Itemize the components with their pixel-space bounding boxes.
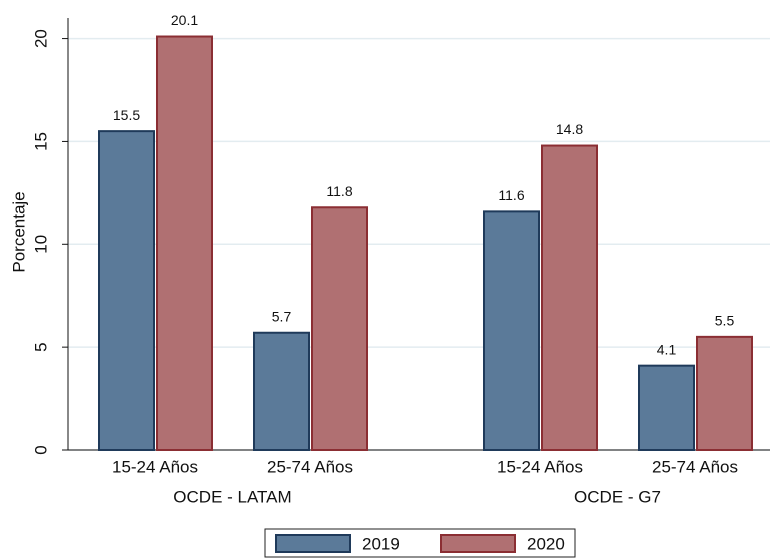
value-label: 4.1 — [657, 341, 677, 357]
value-label: 11.8 — [326, 183, 352, 199]
value-label: 20.1 — [171, 12, 198, 28]
y-axis-title: Porcentaje — [9, 191, 28, 272]
bar — [638, 364, 695, 451]
legend-swatch — [440, 534, 516, 553]
value-label: 14.8 — [556, 121, 583, 137]
group-label: OCDE - G7 — [574, 487, 661, 506]
legend-label: 2019 — [362, 534, 400, 553]
y-tick-label: 0 — [31, 445, 50, 454]
x-tick-label: 15-24 Años — [497, 457, 583, 476]
y-tick-label: 10 — [31, 235, 50, 254]
value-label: 15.5 — [113, 107, 140, 123]
bar — [483, 210, 540, 451]
value-label: 5.7 — [272, 308, 292, 324]
legend-label: 2020 — [527, 534, 565, 553]
bar — [696, 335, 753, 452]
y-tick-label: 5 — [31, 342, 50, 351]
legend-swatch — [275, 534, 351, 553]
value-label: 11.6 — [498, 187, 524, 203]
value-label: 5.5 — [715, 313, 735, 329]
y-tick-label: 15 — [31, 132, 50, 151]
group-label: OCDE - LATAM — [173, 487, 291, 506]
bar — [98, 130, 155, 451]
bar — [156, 35, 213, 452]
y-tick-label: 20 — [31, 29, 50, 48]
bar — [253, 331, 310, 451]
bar — [541, 144, 598, 452]
bar — [311, 206, 368, 451]
x-tick-label: 25-74 Años — [652, 457, 738, 476]
x-tick-label: 25-74 Años — [267, 457, 353, 476]
x-tick-label: 15-24 Años — [112, 457, 198, 476]
